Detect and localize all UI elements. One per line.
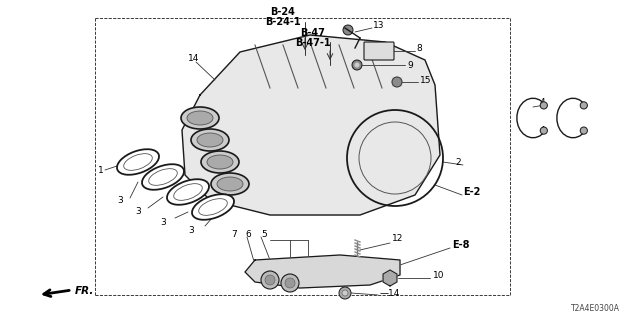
Ellipse shape (142, 164, 184, 190)
Circle shape (355, 62, 360, 68)
Text: E-2: E-2 (463, 187, 481, 197)
Text: 3: 3 (117, 196, 123, 204)
Text: 13: 13 (373, 20, 385, 29)
Ellipse shape (117, 149, 159, 175)
Text: 4: 4 (540, 125, 546, 134)
Polygon shape (245, 255, 400, 288)
Ellipse shape (217, 177, 243, 191)
Text: 10: 10 (433, 271, 445, 281)
Polygon shape (182, 35, 440, 215)
Text: B-47: B-47 (301, 28, 325, 38)
Circle shape (540, 102, 547, 109)
Text: B-24: B-24 (271, 7, 296, 17)
Ellipse shape (181, 107, 219, 129)
Ellipse shape (167, 179, 209, 205)
Text: FR.: FR. (75, 286, 94, 296)
Ellipse shape (207, 155, 233, 169)
Circle shape (580, 127, 588, 134)
Ellipse shape (211, 173, 249, 195)
Text: 3: 3 (135, 206, 141, 215)
Text: E-8: E-8 (452, 240, 470, 250)
Text: 1: 1 (98, 165, 104, 174)
Text: 4: 4 (540, 98, 546, 107)
Ellipse shape (197, 133, 223, 147)
Text: 2: 2 (455, 157, 461, 166)
Ellipse shape (201, 151, 239, 173)
Text: T2A4E0300A: T2A4E0300A (571, 304, 620, 313)
Text: 12: 12 (392, 234, 403, 243)
Text: B-24-1: B-24-1 (265, 17, 301, 27)
Ellipse shape (124, 154, 152, 170)
Ellipse shape (198, 199, 227, 215)
Circle shape (265, 275, 275, 285)
Circle shape (580, 102, 588, 109)
Text: 15: 15 (420, 76, 431, 84)
Circle shape (261, 271, 279, 289)
Text: 9: 9 (407, 60, 413, 69)
Circle shape (342, 290, 348, 296)
Circle shape (285, 278, 295, 288)
Text: B-47-1: B-47-1 (295, 38, 331, 48)
Ellipse shape (192, 194, 234, 220)
Text: 3: 3 (160, 218, 166, 227)
Text: 8: 8 (416, 44, 422, 52)
Ellipse shape (191, 129, 229, 151)
Text: 6: 6 (245, 229, 251, 238)
Circle shape (339, 287, 351, 299)
Circle shape (352, 60, 362, 70)
Circle shape (540, 127, 547, 134)
Polygon shape (383, 270, 397, 286)
Text: 3: 3 (188, 226, 194, 235)
Ellipse shape (148, 169, 177, 185)
Text: 7: 7 (231, 229, 237, 238)
FancyBboxPatch shape (364, 42, 394, 60)
Ellipse shape (173, 184, 202, 200)
Circle shape (343, 25, 353, 35)
Text: 5: 5 (261, 229, 267, 238)
Circle shape (281, 274, 299, 292)
Circle shape (392, 77, 402, 87)
Ellipse shape (187, 111, 213, 125)
Text: —14: —14 (380, 289, 401, 298)
Text: 14: 14 (188, 53, 200, 62)
